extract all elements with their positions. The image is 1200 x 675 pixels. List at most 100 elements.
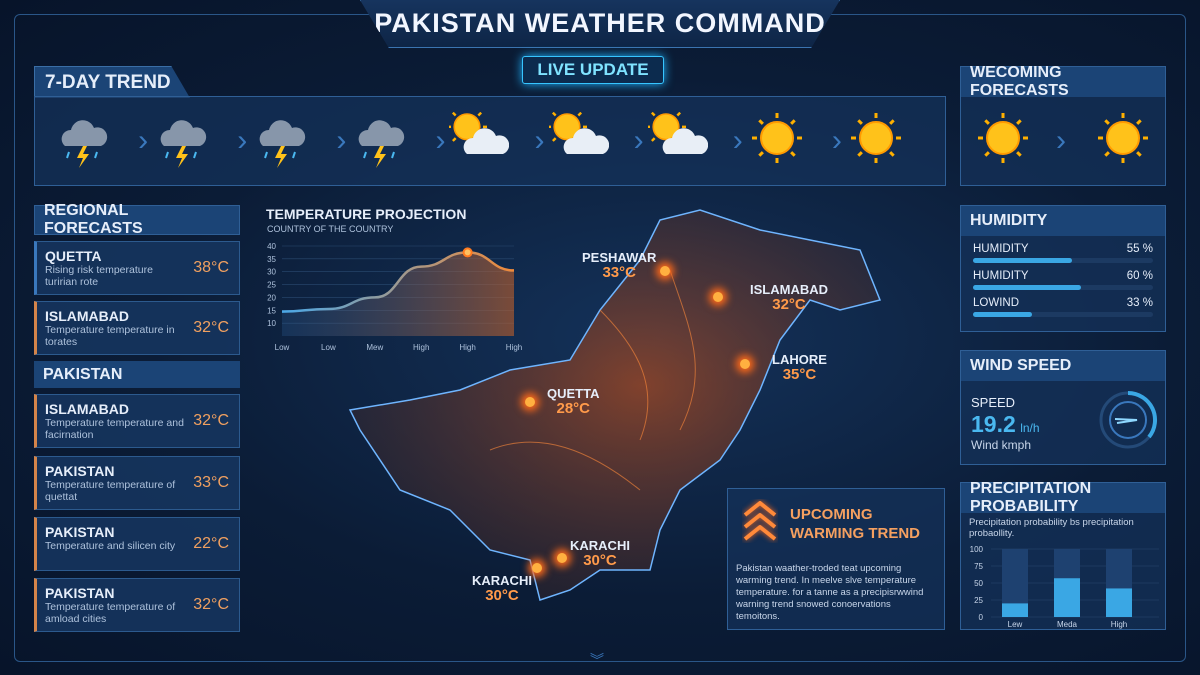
- chart-title: TEMPERATURE PROJECTION: [266, 206, 467, 222]
- city-label[interactable]: QUETTA 28°C: [547, 386, 599, 416]
- x-tick-label: Lew: [1008, 620, 1023, 629]
- y-tick-label: 75: [974, 562, 983, 571]
- trend-day[interactable]: ›: [350, 112, 449, 170]
- wind-gauge-icon: [1099, 391, 1157, 449]
- upcoming-forecasts-panel: WECOMING FORECASTS ›: [960, 64, 1166, 186]
- scroll-down-chevron-icon[interactable]: ︾: [590, 652, 604, 668]
- city-marker[interactable]: [525, 397, 535, 407]
- live-update-badge[interactable]: LIVE UPDATE: [522, 56, 664, 84]
- region-desc: Temperature temperature of quettat: [45, 479, 176, 503]
- trend-day[interactable]: ›: [647, 112, 747, 170]
- regional-card[interactable]: PAKISTAN Temperature temperature of quett…: [34, 456, 240, 510]
- city-marker[interactable]: [713, 292, 723, 302]
- region-desc: Temperature and silicen city: [45, 540, 176, 552]
- city-temp: 33°C: [602, 264, 636, 281]
- humidity-bar: [973, 258, 1153, 263]
- chevron-right-icon: ›: [1055, 124, 1066, 157]
- humidity-bar: [973, 285, 1153, 290]
- seven-day-trend-title: 7-DAY TREND: [34, 66, 190, 98]
- humidity-title: HUMIDITY: [961, 206, 1165, 236]
- partly-cloudy-icon: [647, 112, 708, 154]
- trend-day[interactable]: ›: [152, 112, 251, 170]
- chevron-right-icon: ›: [732, 124, 743, 157]
- region-name: PAKISTAN: [45, 463, 115, 479]
- region-name: ISLAMABAD: [45, 401, 129, 417]
- x-tick-label: Meda: [1057, 620, 1078, 629]
- alert-title-1: UPCOMING: [790, 506, 873, 523]
- temperature-chart: 10 15 20 25 30 35 40 Low Low Mew High High High: [267, 242, 522, 352]
- thunderstorm-icon: [160, 120, 207, 168]
- seven-day-strip: › › › › › › › ›: [34, 96, 946, 186]
- y-tick-label: 25: [974, 596, 983, 605]
- city-temp: 28°C: [556, 400, 590, 417]
- city-marker[interactable]: [740, 359, 750, 369]
- thunderstorm-icon: [259, 120, 306, 168]
- chevron-right-icon: ›: [336, 124, 347, 157]
- region-name: QUETTA: [45, 248, 102, 264]
- precipitation-chart: 0 25 50 75 100 Lew Meda High: [970, 545, 1159, 629]
- x-tick-label: Mew: [366, 343, 383, 352]
- regional-card[interactable]: ISLAMABAD Temperature temperature in tora…: [34, 301, 240, 355]
- x-tick-label: High: [506, 343, 522, 352]
- region-name: ISLAMABAD: [45, 308, 129, 324]
- city-name: QUETTA: [547, 386, 600, 401]
- alert-body: Pakistan waather-troded teat upcoming wa…: [736, 563, 924, 622]
- title-bar: PAKISTAN WEATHER COMMAND: [360, 0, 840, 48]
- humidity-panel: HUMIDITY HUMIDITY 55 % HUMIDITY 60 % LOWIND 3…: [960, 205, 1166, 332]
- precip-bar: [1002, 603, 1028, 617]
- humidity-label: HUMIDITY: [973, 243, 1029, 255]
- trend-day[interactable]: ›: [747, 112, 846, 170]
- region-temp: 38°C: [193, 259, 229, 276]
- chevron-right-icon: ›: [138, 124, 149, 157]
- sun-icon: [1098, 113, 1149, 163]
- trend-day[interactable]: ›: [251, 112, 350, 170]
- sun-icon: [977, 113, 1028, 163]
- regional-card[interactable]: ISLAMABAD Temperature temperature and fac…: [34, 394, 240, 448]
- x-tick-label: Low: [275, 343, 290, 352]
- city-label[interactable]: KARACHI 30°C: [472, 573, 532, 603]
- warming-trend-alert: UPCOMING WARMING TREND Pakistan waather-t…: [727, 488, 945, 630]
- chevron-right-icon: ›: [237, 124, 248, 157]
- city-label[interactable]: LAHORE 35°C: [772, 352, 827, 382]
- x-tick-label: Low: [321, 343, 336, 352]
- chevron-right-icon: ›: [831, 124, 842, 157]
- thunderstorm-icon: [61, 120, 108, 168]
- region-name: PAKISTAN: [45, 585, 115, 601]
- y-tick-label: 10: [267, 319, 276, 328]
- wind-value: 19.2: [971, 411, 1016, 437]
- peak-point: [462, 247, 473, 258]
- temperature-line: [281, 251, 515, 313]
- x-tick-label: High: [459, 343, 475, 352]
- city-label[interactable]: KARACHI 30°C: [570, 538, 630, 568]
- trend-day[interactable]: ›: [53, 112, 152, 170]
- city-name: KARACHI: [472, 573, 532, 588]
- y-tick-label: 0: [979, 613, 984, 622]
- humidity-label: LOWIND: [973, 297, 1019, 309]
- city-marker[interactable]: [557, 553, 567, 563]
- regional-card[interactable]: PAKISTAN Temperature temperature of amloa…: [34, 578, 240, 632]
- city-temp: 35°C: [782, 366, 817, 383]
- trend-day[interactable]: [846, 112, 945, 170]
- partly-cloudy-icon: [548, 112, 609, 154]
- city-label[interactable]: PESHAWAR 33°C: [582, 250, 656, 280]
- regional-card[interactable]: QUETTA Rising risk temperature turirian r…: [34, 241, 240, 295]
- y-tick-label: 100: [970, 545, 984, 554]
- y-tick-label: 25: [267, 281, 276, 290]
- precip-bar: [1054, 578, 1080, 617]
- region-temp: 32°C: [193, 412, 229, 429]
- y-tick-label: 15: [267, 306, 276, 315]
- chevron-right-icon: ›: [633, 124, 644, 157]
- wind-unit: ln/h: [1020, 421, 1040, 435]
- city-name: KARACHI: [570, 538, 630, 553]
- x-tick-label: High: [1111, 620, 1127, 629]
- city-label[interactable]: ISLAMABAD 32°C: [750, 282, 828, 312]
- trend-day[interactable]: ›: [449, 112, 548, 170]
- city-name: PESHAWAR: [582, 250, 657, 265]
- regional-card[interactable]: PAKISTAN Temperature and silicen city 22°C: [34, 517, 240, 571]
- chevron-right-icon: ›: [435, 124, 446, 157]
- city-marker[interactable]: [660, 266, 670, 276]
- alert-title-2: WARMING TREND: [790, 525, 920, 542]
- city-marker[interactable]: [532, 563, 542, 573]
- region-temp: 22°C: [193, 535, 229, 552]
- trend-day[interactable]: ›: [548, 112, 648, 170]
